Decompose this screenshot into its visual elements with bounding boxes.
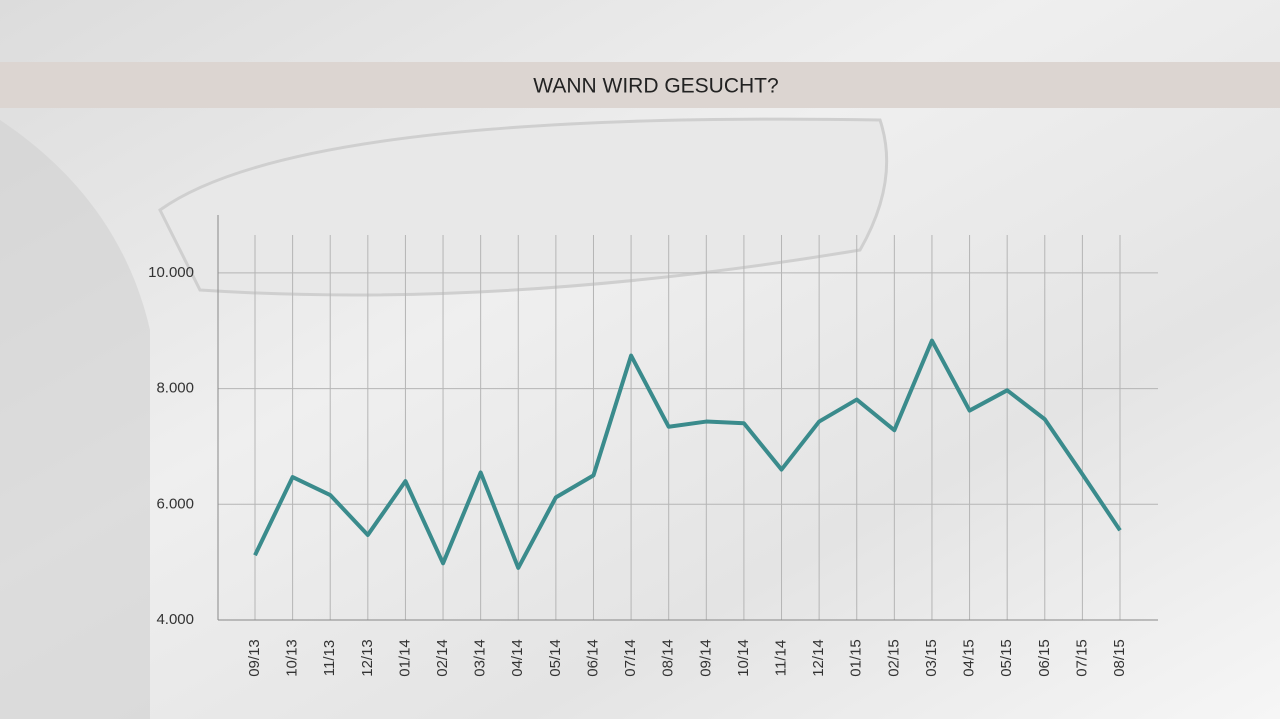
x-tick-label: 06/15 [1036, 639, 1053, 677]
x-tick-label: 12/14 [810, 639, 827, 677]
y-tick-label: 6.000 [156, 495, 194, 512]
x-tick-label: 03/15 [923, 639, 940, 677]
x-tick-label: 07/14 [622, 639, 639, 677]
y-tick-label: 4.000 [156, 611, 194, 628]
x-tick-label: 04/15 [961, 639, 978, 677]
background-shape [0, 120, 150, 719]
title-band [0, 62, 1280, 108]
x-tick-label: 08/14 [660, 639, 677, 677]
x-tick-label: 10/13 [284, 639, 301, 677]
background-shape [158, 117, 889, 297]
x-tick-label: 07/15 [1073, 639, 1090, 677]
x-tick-label: 12/13 [359, 639, 376, 677]
x-tick-label: 04/14 [509, 639, 526, 677]
x-tick-label: 02/15 [885, 639, 902, 677]
x-tick-label: 11/13 [321, 640, 338, 676]
x-tick-label: 01/14 [396, 639, 413, 677]
x-tick-label: 01/15 [848, 639, 865, 677]
data-line [253, 338, 1122, 570]
y-tick-label: 10.000 [148, 264, 194, 281]
y-tick-label: 8.000 [156, 380, 194, 397]
x-tick-label: 05/14 [547, 639, 564, 677]
x-tick-label: 06/14 [584, 639, 601, 677]
x-tick-label: 03/14 [472, 639, 489, 677]
x-tick-label: 11/14 [772, 640, 789, 676]
chart-title: WANN WIRD GESUCHT? [533, 75, 778, 98]
x-tick-label: 09/14 [697, 639, 714, 677]
x-tick-label: 02/14 [434, 639, 451, 677]
x-tick-label: 09/13 [246, 639, 263, 677]
x-tick-label: 05/15 [998, 639, 1015, 677]
x-tick-label: 10/14 [735, 639, 752, 677]
x-tick-label: 08/15 [1111, 639, 1128, 677]
